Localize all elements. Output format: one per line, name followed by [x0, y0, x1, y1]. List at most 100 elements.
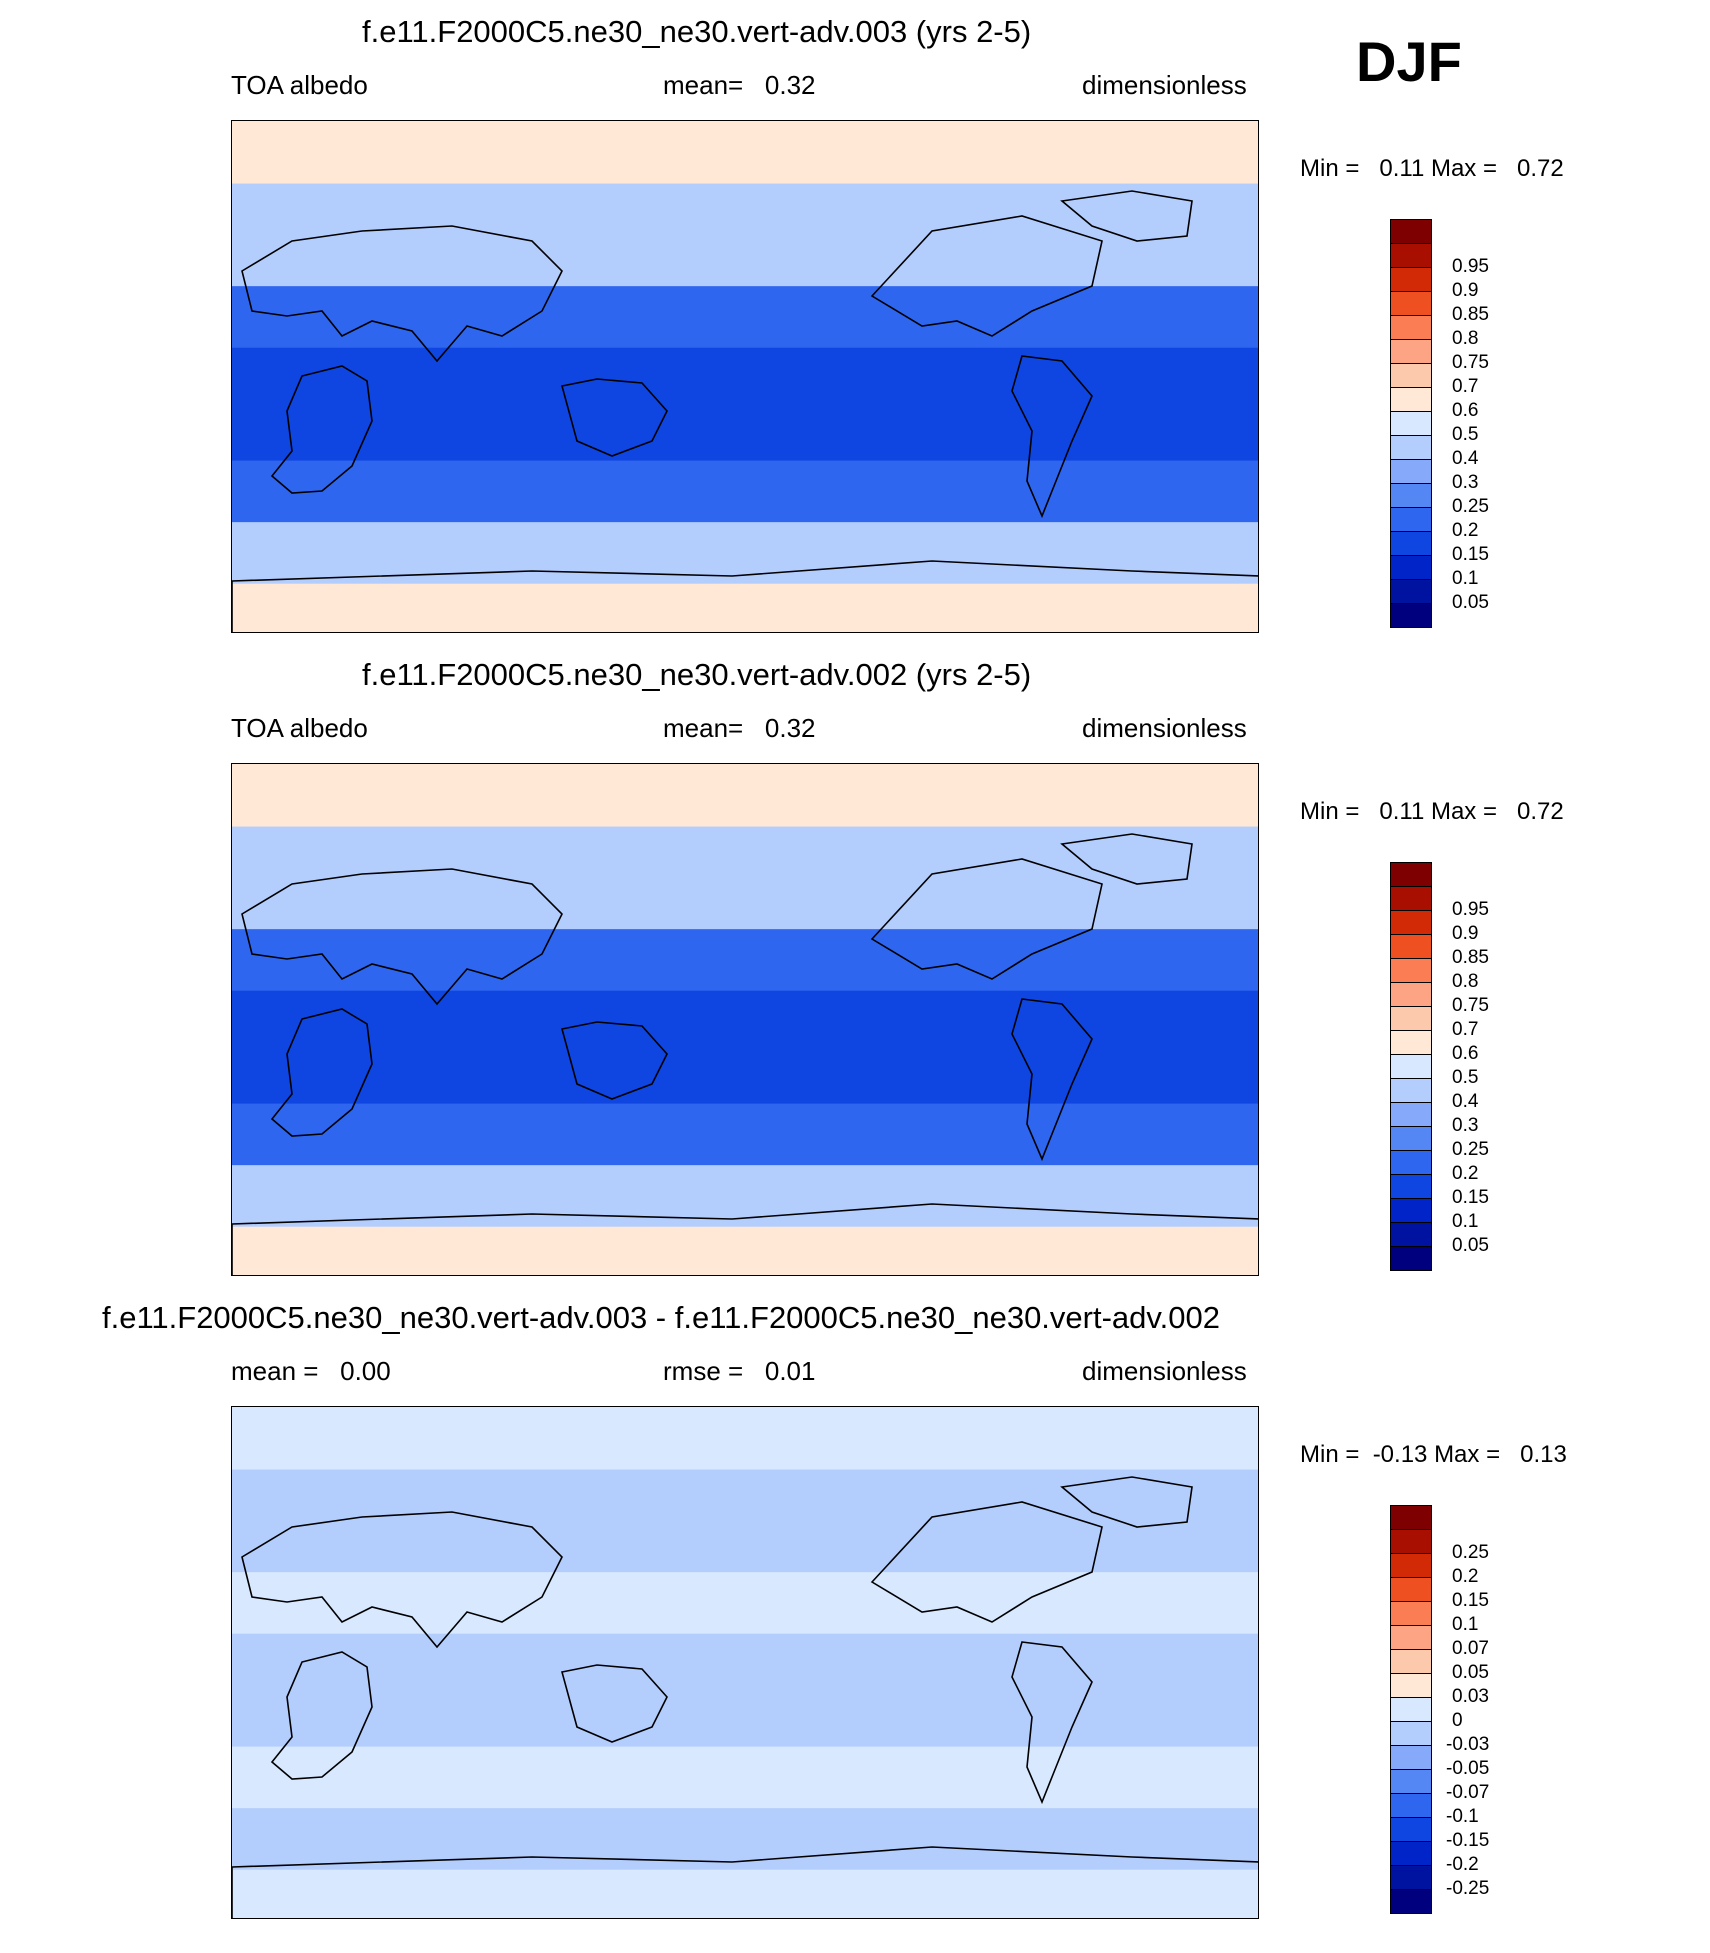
season-label: DJF	[1356, 30, 1462, 93]
field-band-tropics	[232, 989, 1258, 1104]
colorbar-tick-label: -0.25	[1446, 1878, 1490, 1899]
coastline	[270, 365, 373, 494]
colorbar-swatch	[1390, 1793, 1432, 1818]
colorbar-swatch	[1390, 1174, 1432, 1199]
colorbar-swatch	[1390, 862, 1432, 887]
colorbar-tick-label: 0.15	[1452, 1590, 1489, 1611]
colorbar-tick-label: 0.15	[1452, 544, 1489, 565]
coastline	[1060, 833, 1193, 885]
panel-1-mean-label: mean= 0.32	[663, 70, 816, 100]
panel-3-mean-label: mean = 0.00	[231, 1356, 391, 1386]
field-band-northern-subtropics	[232, 285, 1258, 348]
colorbar-swatch	[1390, 1553, 1432, 1578]
colorbar-swatch	[1390, 1817, 1432, 1842]
colorbar-swatch	[1390, 1126, 1432, 1151]
colorbar-tick-label: 0	[1452, 1710, 1463, 1731]
field-band-southern-subtropics	[232, 459, 1258, 523]
colorbar-swatch	[1390, 219, 1432, 244]
panel-3-units-label: dimensionless	[1082, 1356, 1247, 1386]
field-band-arctic	[232, 1407, 1258, 1470]
coastline	[870, 858, 1103, 980]
field-band-southern-subtropics	[232, 1745, 1258, 1809]
coastline	[232, 1846, 1258, 1918]
colorbar-swatch	[1390, 1625, 1432, 1650]
coastline	[1060, 190, 1193, 242]
field-band-arctic	[232, 121, 1258, 184]
coastline	[241, 1511, 563, 1649]
colorbar-swatch	[1390, 363, 1432, 388]
colorbar-swatch	[1390, 1150, 1432, 1175]
colorbar-swatch	[1390, 1841, 1432, 1866]
coastline	[1011, 1641, 1093, 1805]
panel-2-map	[231, 763, 1259, 1276]
field-band-southern-subtropics	[232, 1102, 1258, 1166]
colorbar-tick-label: 0.4	[1452, 1091, 1479, 1112]
panel-3-colorbar: -0.25 -0.2 -0.15 -0.1 -0.07 -0.05 -0.03 0 0.03 0.…	[1390, 1505, 1489, 1914]
colorbar-swatch	[1390, 1006, 1432, 1031]
colorbar-swatch	[1390, 1078, 1432, 1103]
colorbar-swatch	[1390, 315, 1432, 340]
colorbar-swatch	[1390, 934, 1432, 959]
field-band-northern-subtropics	[232, 928, 1258, 991]
colorbar-swatch	[1390, 435, 1432, 460]
field-band-southern-ocean	[232, 1807, 1258, 1870]
field-band-antarctica	[232, 1868, 1258, 1918]
colorbar-swatch	[1390, 1505, 1432, 1530]
colorbar-swatch	[1390, 603, 1432, 628]
colorbar-swatch	[1390, 1222, 1432, 1247]
map-svg	[232, 121, 1258, 632]
coastline	[870, 215, 1103, 337]
colorbar-swatch	[1390, 267, 1432, 292]
field-band-northern-mid-latitudes	[232, 1468, 1258, 1573]
colorbar-swatch	[1390, 910, 1432, 935]
coastline	[241, 868, 563, 1006]
panel-3-minmax: Min = -0.13 Max = 0.13	[1300, 1441, 1567, 1468]
colorbar-swatch	[1390, 886, 1432, 911]
field-band-southern-ocean	[232, 1164, 1258, 1227]
colorbar-tick-label: 0.6	[1452, 1043, 1479, 1064]
colorbar-tick-label: 0.05	[1452, 592, 1489, 613]
panel-3-title: f.e11.F2000C5.ne30_ne30.vert-adv.003 - f…	[102, 1300, 1220, 1335]
colorbar-swatch	[1390, 411, 1432, 436]
colorbar-tick-label: 0.2	[1452, 1566, 1479, 1587]
panel-1-title: f.e11.F2000C5.ne30_ne30.vert-adv.003 (yr…	[362, 14, 1032, 49]
colorbar-swatch	[1390, 1697, 1432, 1722]
colorbar-swatch	[1390, 1649, 1432, 1674]
coastline	[870, 1501, 1103, 1623]
colorbar-swatch	[1390, 1889, 1432, 1914]
colorbar-tick-label: 0.15	[1452, 1187, 1489, 1208]
coastline	[270, 1008, 373, 1137]
coastline	[232, 1203, 1258, 1275]
colorbar-tick-label: 0.5	[1452, 424, 1479, 445]
map-svg	[232, 1407, 1258, 1918]
colorbar-tick-label: 0.9	[1452, 923, 1479, 944]
colorbar-swatch	[1390, 387, 1432, 412]
colorbar-tick-label: 0.03	[1452, 1686, 1489, 1707]
colorbar-tick-label: 0.3	[1452, 1115, 1479, 1136]
coastline	[561, 1664, 668, 1743]
colorbar-swatch	[1390, 291, 1432, 316]
colorbar-swatch	[1390, 459, 1432, 484]
colorbar-tick-label: 0.7	[1452, 376, 1479, 397]
coastline	[561, 1021, 668, 1100]
panel-1-map	[231, 120, 1259, 633]
colorbar-tick-label: 0.25	[1452, 1139, 1489, 1160]
colorbar-swatch	[1390, 1865, 1432, 1890]
colorbar-swatch	[1390, 555, 1432, 580]
colorbar-tick-label: 0.25	[1452, 496, 1489, 517]
colorbar-tick-label: 0.85	[1452, 947, 1489, 968]
colorbar-tick-label: 0.85	[1452, 304, 1489, 325]
colorbar-swatch	[1390, 1529, 1432, 1554]
colorbar-tick-label: -0.1	[1446, 1806, 1479, 1827]
colorbar-tick-label: 0.05	[1452, 1235, 1489, 1256]
colorbar-swatch	[1390, 1673, 1432, 1698]
field-band-antarctica	[232, 582, 1258, 632]
field-band-northern-mid-latitudes	[232, 825, 1258, 930]
panel-3-rmse-label: rmse = 0.01	[663, 1356, 816, 1386]
panel-2-title: f.e11.F2000C5.ne30_ne30.vert-adv.002 (yr…	[362, 657, 1032, 692]
colorbar-swatch	[1390, 1054, 1432, 1079]
colorbar-tick-label: 0.75	[1452, 352, 1489, 373]
colorbar-tick-label: 0.8	[1452, 971, 1479, 992]
coastline	[1011, 998, 1093, 1162]
colorbar-swatch	[1390, 958, 1432, 983]
